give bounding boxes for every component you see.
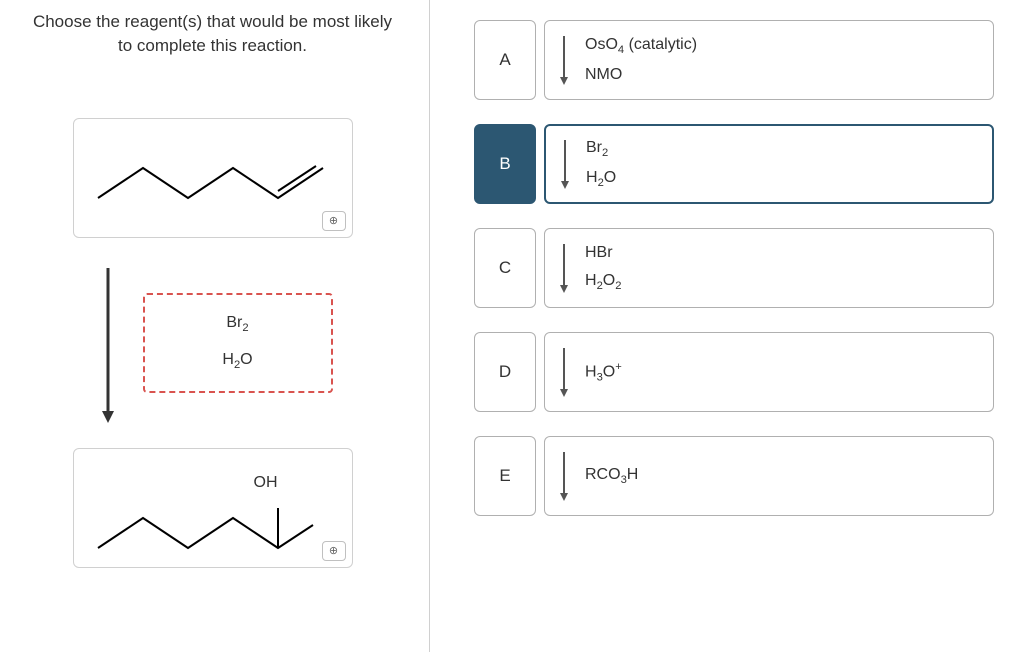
down-arrow-icon: [558, 139, 572, 189]
option-letter[interactable]: B: [474, 124, 536, 204]
product-oh-label: OH: [254, 474, 278, 492]
reagent-line-1: H3O+: [585, 361, 622, 384]
dropzone-line-2: H2O: [222, 351, 252, 371]
reaction-arrow-block: Br2 H2O: [73, 258, 353, 428]
right-panel: A OsO4 (catalytic) NMO B Br2 H2O C HBr H2O2 D H3O+…: [434, 0, 1024, 652]
dropzone-line-1: Br2: [226, 314, 248, 334]
option-B[interactable]: B Br2 H2O: [474, 124, 994, 204]
question-text: Choose the reagent(s) that would be most…: [20, 10, 405, 58]
reagent-lines: HBr H2O2: [585, 244, 621, 292]
down-arrow-icon: [557, 243, 571, 293]
reagent-lines: H3O+: [585, 361, 622, 384]
option-body[interactable]: H3O+: [544, 332, 994, 412]
reagent-lines: RCO3H: [585, 466, 638, 486]
product-structure: [88, 453, 338, 563]
option-letter[interactable]: C: [474, 228, 536, 308]
down-arrow-icon: [557, 451, 571, 501]
zoom-icon[interactable]: ⊕: [322, 541, 346, 561]
down-arrow-icon: [93, 258, 123, 428]
option-E[interactable]: E RCO3H: [474, 436, 994, 516]
left-panel: Choose the reagent(s) that would be most…: [0, 0, 425, 652]
reagent-drop-zone[interactable]: Br2 H2O: [143, 293, 333, 393]
down-arrow-icon: [557, 35, 571, 85]
reagent-line-2: NMO: [585, 66, 697, 84]
product-card: OH ⊕: [73, 448, 353, 568]
reagent-line-1: OsO4 (catalytic): [585, 36, 697, 56]
reactant-structure: [88, 128, 338, 228]
reagent-line-1: RCO3H: [585, 466, 638, 486]
reagent-line-2: H2O: [586, 169, 616, 189]
option-C[interactable]: C HBr H2O2: [474, 228, 994, 308]
reagent-line-1: HBr: [585, 244, 621, 262]
option-letter[interactable]: A: [474, 20, 536, 100]
reagent-line-2: H2O2: [585, 272, 621, 292]
reagent-lines: OsO4 (catalytic) NMO: [585, 36, 697, 84]
reagent-lines: Br2 H2O: [586, 139, 616, 189]
option-body[interactable]: Br2 H2O: [544, 124, 994, 204]
vertical-divider: [429, 0, 430, 652]
option-body[interactable]: OsO4 (catalytic) NMO: [544, 20, 994, 100]
option-letter[interactable]: E: [474, 436, 536, 516]
zoom-icon[interactable]: ⊕: [322, 211, 346, 231]
down-arrow-icon: [557, 347, 571, 397]
option-body[interactable]: HBr H2O2: [544, 228, 994, 308]
option-body[interactable]: RCO3H: [544, 436, 994, 516]
option-D[interactable]: D H3O+: [474, 332, 994, 412]
option-letter[interactable]: D: [474, 332, 536, 412]
option-A[interactable]: A OsO4 (catalytic) NMO: [474, 20, 994, 100]
reagent-line-1: Br2: [586, 139, 616, 159]
reactant-card: ⊕: [73, 118, 353, 238]
